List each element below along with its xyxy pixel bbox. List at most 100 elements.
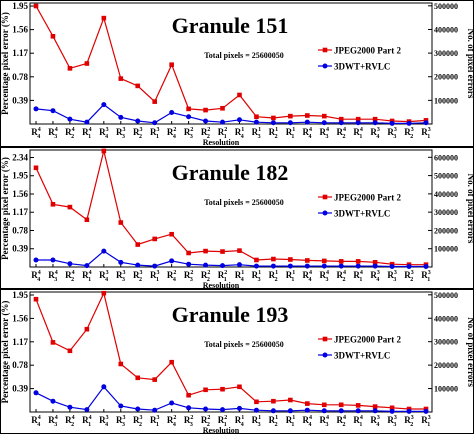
data-point (186, 392, 191, 398)
data-point (135, 375, 141, 381)
x-tick-label: R3 2 (404, 415, 414, 428)
x-tick-label: R2 1 (218, 270, 228, 283)
x-tick-label: R2 3 (184, 270, 194, 283)
data-point (304, 119, 310, 125)
y-axis-label-left: Percentage pixel error (%) (0, 157, 10, 260)
data-point (169, 400, 175, 406)
data-point (253, 119, 259, 125)
legend-label: 3DWT+RVLC (334, 62, 390, 72)
x-tick-label: R4 3 (48, 415, 58, 428)
data-point (118, 220, 124, 225)
data-point (270, 408, 276, 414)
data-point (169, 258, 175, 264)
x-tick-label: R2 4 (167, 127, 177, 140)
x-tick-label: R2 4 (167, 270, 177, 283)
data-point (84, 119, 90, 125)
data-point (288, 257, 293, 262)
x-tick-label: R3 1 (421, 415, 431, 428)
data-point (203, 248, 208, 254)
data-point (304, 263, 310, 269)
data-point (236, 117, 242, 123)
data-point (338, 116, 344, 122)
y-tick-label-left: 1.56 (12, 25, 28, 35)
x-tick-label: R4 4 (303, 270, 313, 283)
data-point (406, 120, 412, 126)
data-point (338, 408, 344, 414)
y-tick-label-right: 500000 (434, 172, 458, 181)
data-point (237, 248, 242, 253)
data-point (220, 249, 225, 254)
data-point (67, 116, 73, 122)
data-point (423, 264, 429, 270)
x-tick-label: R3 3 (116, 415, 126, 428)
legend-marker (322, 194, 328, 200)
data-point (186, 250, 191, 256)
x-tick-label: R4 1 (353, 127, 363, 140)
x-tick-label: R3 4 (99, 415, 109, 428)
data-point (220, 386, 225, 392)
legend-label: 3DWT+RVLC (334, 209, 390, 219)
x-tick-label: R3 1 (150, 127, 160, 140)
data-point (50, 108, 56, 114)
data-point (220, 105, 225, 111)
x-tick-label: R1 1 (286, 415, 296, 428)
x-tick-label: R4 4 (303, 415, 313, 428)
y-tick-label-left: 0.39 (12, 95, 28, 105)
data-point (50, 201, 56, 207)
data-point (389, 264, 395, 270)
y-tick-label-left: 1.17 (12, 337, 28, 347)
data-point (236, 405, 242, 411)
data-point (84, 326, 90, 332)
x-tick-label: R1 2 (269, 270, 279, 283)
data-point (67, 66, 73, 71)
data-point (50, 257, 56, 263)
x-tick-label: R3 3 (387, 415, 397, 428)
legend-marker (322, 63, 328, 69)
x-tick-label: R1 4 (235, 270, 245, 283)
data-point (372, 263, 378, 269)
x-tick-label: R4 3 (320, 127, 330, 140)
data-point (50, 340, 56, 345)
x-tick-label: R3 4 (99, 270, 109, 283)
data-point (372, 404, 378, 409)
legend-label: JPEG2000 Part 2 (334, 46, 401, 56)
x-tick-label: R4 1 (82, 127, 92, 140)
data-point (118, 361, 124, 367)
x-tick-label: R2 4 (167, 415, 177, 428)
data-point (84, 407, 90, 413)
data-point (304, 407, 310, 413)
series-line (35, 385, 426, 412)
data-point (169, 359, 174, 365)
y-tick-label-left: 0.78 (12, 72, 28, 82)
x-tick-label: R4 1 (82, 270, 92, 283)
legend-label: JPEG2000 Part 2 (334, 335, 401, 345)
data-point (203, 387, 208, 393)
x-tick-label: R4 4 (31, 415, 41, 428)
x-tick-label: R1 3 (252, 415, 262, 428)
data-point (338, 120, 344, 126)
x-tick-label: R3 2 (404, 127, 414, 140)
x-tick-label: R3 1 (421, 127, 431, 140)
y-axis-label-right: No. of pixel errors (466, 317, 474, 387)
data-point (355, 116, 361, 122)
x-tick-label: R3 1 (150, 415, 160, 428)
x-tick-label: R4 3 (320, 270, 330, 283)
x-tick-label: R4 2 (65, 127, 75, 140)
data-point (152, 120, 158, 126)
legend-marker (322, 352, 328, 358)
y-tick-label-right: 500000 (434, 291, 458, 300)
y-tick-label-left: 0.78 (12, 360, 28, 370)
y-axis-label-right: No. of pixel errors (466, 174, 474, 244)
data-point (288, 397, 293, 403)
data-point (33, 390, 39, 396)
x-tick-label: R1 1 (286, 270, 296, 283)
x-tick-label: R4 3 (320, 415, 330, 428)
series-line (35, 103, 427, 125)
y-tick-label-right: 200000 (434, 73, 458, 82)
x-tick-label: R3 1 (150, 270, 160, 283)
data-point (338, 263, 344, 269)
data-point (271, 256, 276, 262)
data-point (305, 401, 310, 406)
data-point (101, 290, 107, 296)
